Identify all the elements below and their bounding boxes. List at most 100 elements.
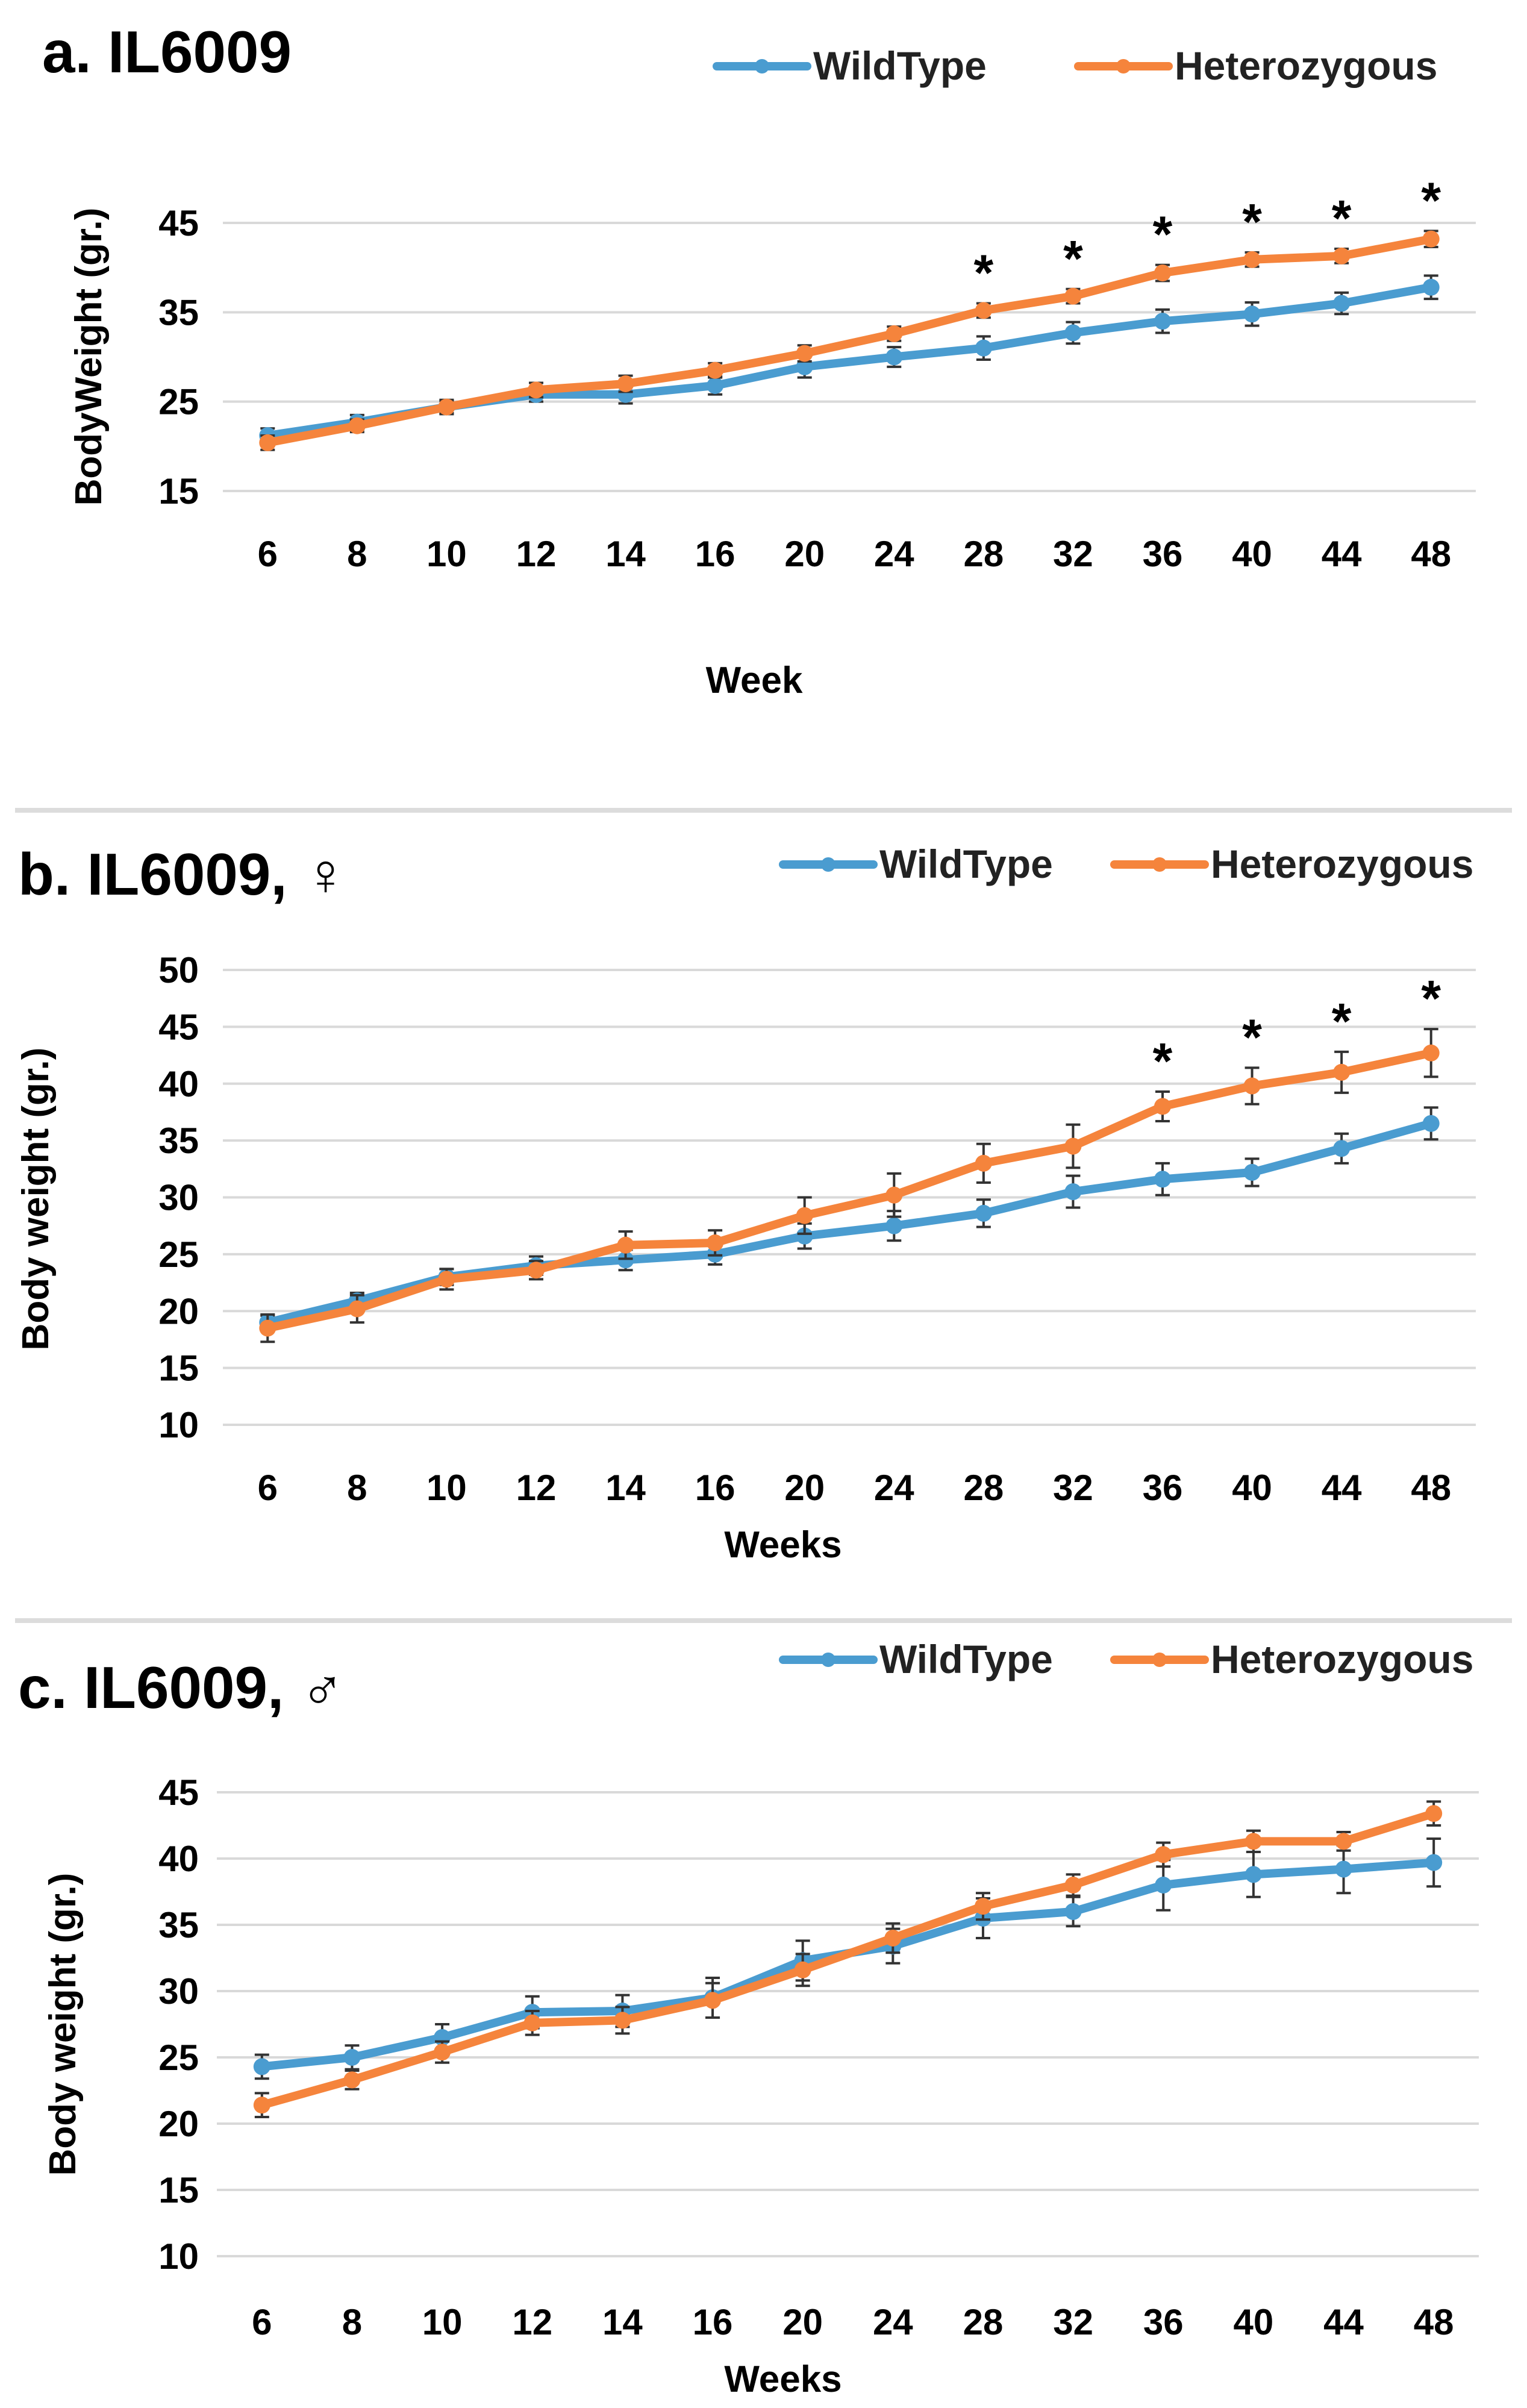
x-tick-label: 32 xyxy=(1053,1468,1093,1508)
x-tick-label: 28 xyxy=(963,2302,1004,2342)
y-tick-label: 40 xyxy=(158,1839,199,1879)
x-tick-label: 14 xyxy=(605,1468,646,1508)
y-tick-label: 35 xyxy=(158,1905,199,1945)
data-point xyxy=(707,361,724,379)
data-point xyxy=(528,1262,545,1279)
chart-title: b. IL6009, ♀ xyxy=(18,841,348,907)
data-point xyxy=(794,1961,811,1978)
data-point xyxy=(975,1204,992,1222)
y-tick-label: 10 xyxy=(158,2236,199,2277)
data-point xyxy=(1333,295,1351,312)
data-point xyxy=(975,302,992,319)
x-tick-label: 36 xyxy=(1143,1468,1183,1508)
data-point xyxy=(1333,247,1351,264)
y-tick-label: 25 xyxy=(158,382,199,422)
data-point xyxy=(617,1236,634,1254)
data-point xyxy=(885,325,903,342)
chart-panel-1: b. IL6009, ♀ WildType Heterozygous 10 15 20 25… xyxy=(15,841,1476,1566)
x-tick-label: 24 xyxy=(873,2302,913,2342)
data-point xyxy=(1064,1137,1082,1155)
data-point xyxy=(1244,1833,1262,1850)
x-tick-label: 16 xyxy=(695,1468,735,1508)
data-point xyxy=(1422,1044,1440,1062)
significance-marker: * xyxy=(974,245,994,301)
y-tick-label: 35 xyxy=(158,292,199,333)
series-heterozygous xyxy=(253,1800,1443,2118)
data-point xyxy=(253,2058,270,2075)
legend-marker xyxy=(1116,59,1131,73)
significance-marker: * xyxy=(1242,193,1262,250)
significance-marker: * xyxy=(1421,970,1441,1027)
x-tick-label: 10 xyxy=(426,534,467,574)
data-point xyxy=(1335,1860,1352,1878)
data-point xyxy=(1154,1171,1171,1188)
data-point xyxy=(528,381,545,399)
x-tick-label: 8 xyxy=(342,2302,362,2342)
data-point xyxy=(707,1234,724,1251)
data-point xyxy=(1422,278,1440,296)
x-axis-label: Weeks xyxy=(724,1524,842,1566)
x-tick-label: 24 xyxy=(874,534,914,574)
legend-entry: Heterozygous xyxy=(1211,842,1473,886)
x-tick-label: 20 xyxy=(784,534,825,574)
y-tick-label: 15 xyxy=(158,2170,199,2210)
series-line xyxy=(263,234,1435,447)
x-tick-label: 20 xyxy=(782,2302,823,2342)
y-tick-label: 10 xyxy=(158,1405,199,1445)
data-point xyxy=(974,1898,991,1915)
x-axis-label: Week xyxy=(706,660,803,701)
data-point xyxy=(1155,1846,1172,1863)
x-tick-label: 12 xyxy=(516,534,557,574)
series-line xyxy=(263,1119,1435,1327)
x-tick-label: 40 xyxy=(1232,534,1272,574)
x-tick-label: 12 xyxy=(512,2302,552,2342)
y-tick-label: 50 xyxy=(158,950,199,990)
legend-marker xyxy=(1152,857,1167,872)
x-tick-label: 14 xyxy=(602,2302,643,2342)
data-point xyxy=(1064,1183,1082,1201)
data-point xyxy=(975,1154,992,1172)
significance-marker: * xyxy=(1153,206,1173,263)
data-point xyxy=(1425,1805,1443,1822)
x-tick-label: 48 xyxy=(1411,1468,1451,1508)
legend-entry: WildType xyxy=(879,1637,1053,1681)
x-tick-label: 48 xyxy=(1414,2302,1454,2342)
data-point xyxy=(253,2097,270,2114)
significance-marker: * xyxy=(1421,172,1441,228)
x-tick-label: 44 xyxy=(1322,534,1362,574)
data-point xyxy=(1154,313,1171,330)
series-wildtype xyxy=(253,1837,1443,2080)
y-tick-label: 30 xyxy=(158,1971,199,2012)
series-line xyxy=(263,1048,1435,1333)
data-point xyxy=(438,1271,455,1288)
x-tick-label: 44 xyxy=(1322,1468,1362,1508)
data-point xyxy=(1335,1833,1352,1850)
x-tick-label: 10 xyxy=(422,2302,463,2342)
x-tick-label: 28 xyxy=(963,1468,1004,1508)
data-point xyxy=(259,1319,276,1337)
x-tick-label: 24 xyxy=(874,1468,914,1508)
data-point xyxy=(1422,230,1440,248)
x-tick-label: 48 xyxy=(1411,534,1451,574)
y-tick-label: 25 xyxy=(158,2037,199,2078)
x-tick-label: 6 xyxy=(252,2302,272,2342)
data-point xyxy=(343,2071,361,2089)
chart-panel-0: a. IL6009 WildType Heterozygous 15 25 35 45 6 8 1… xyxy=(42,19,1476,701)
y-tick-label: 45 xyxy=(158,1007,199,1047)
series-wildtype xyxy=(259,274,1440,445)
data-point xyxy=(348,417,366,434)
data-point xyxy=(884,1930,902,1947)
data-point xyxy=(1333,1140,1351,1157)
series-line xyxy=(257,1809,1438,2110)
series-heterozygous xyxy=(259,1028,1440,1343)
significance-marker: * xyxy=(1332,190,1352,246)
data-point xyxy=(348,1300,366,1318)
legend-entry: Heterozygous xyxy=(1175,43,1437,88)
data-point xyxy=(1064,287,1082,305)
data-point xyxy=(1243,305,1261,323)
data-point xyxy=(1064,324,1082,342)
data-point xyxy=(1244,1866,1262,1883)
x-tick-label: 12 xyxy=(516,1468,557,1508)
data-point xyxy=(1422,1115,1440,1132)
